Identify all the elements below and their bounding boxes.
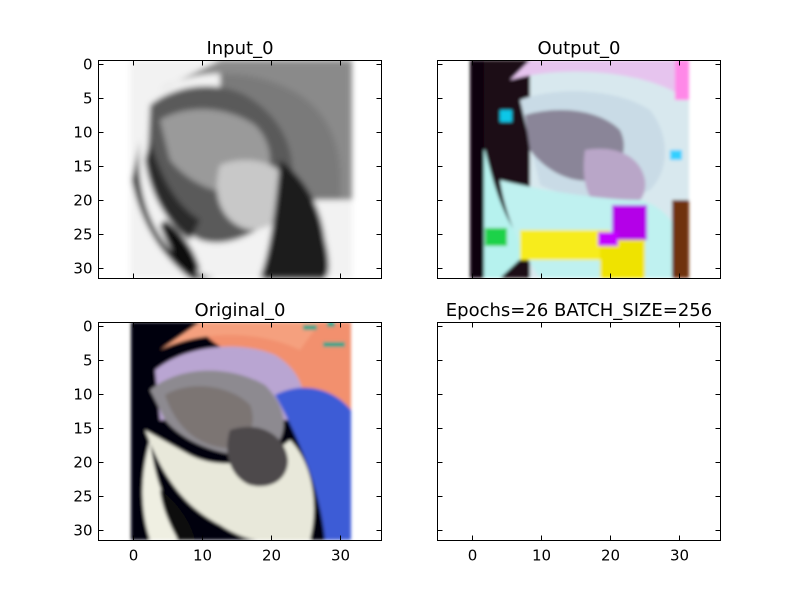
y-tick-label: 25	[73, 226, 92, 244]
x-tick-label: 0	[129, 547, 139, 565]
panel-original: 0 10 20 30 0 5 10 15 20 25 30 Original_0	[73, 300, 382, 565]
y-tick-label: 25	[73, 488, 92, 506]
input-title: Input_0	[206, 38, 273, 59]
x-tick-label: 0	[468, 547, 478, 565]
y-tick-label: 5	[83, 352, 93, 370]
x-tick-label: 20	[262, 547, 281, 565]
y-tick-label: 0	[83, 318, 93, 336]
y-tick-label: 30	[73, 260, 92, 278]
x-tick-label: 10	[193, 547, 212, 565]
x-tick-label: 30	[670, 547, 689, 565]
x-tick-label: 20	[601, 547, 620, 565]
output-title: Output_0	[538, 38, 621, 59]
epochs-title: Epochs=26 BATCH_SIZE=256	[446, 300, 712, 321]
y-tick-label: 10	[73, 124, 92, 142]
y-tick-label: 30	[73, 522, 92, 540]
original-image	[131, 322, 351, 540]
output-image	[470, 60, 689, 278]
y-tick-label: 20	[73, 454, 92, 472]
panel-epochs: 0 10 20 30 Epochs=26 BATCH_SIZE=256	[437, 300, 721, 565]
original-title: Original_0	[195, 300, 286, 321]
input-ticks: 0 5 10 15 20 25 30	[73, 56, 382, 279]
y-tick-label: 10	[73, 386, 92, 404]
y-tick-label: 20	[73, 192, 92, 210]
input-image	[130, 60, 352, 278]
y-tick-label: 5	[83, 90, 93, 108]
y-tick-label: 0	[83, 56, 93, 74]
y-tick-label: 15	[73, 420, 92, 438]
x-tick-label: 10	[532, 547, 551, 565]
panel-output: Output_0	[437, 38, 721, 279]
x-tick-label: 30	[331, 547, 350, 565]
y-tick-label: 15	[73, 158, 92, 176]
panel-input: 0 5 10 15 20 25 30 Input_0	[73, 38, 382, 279]
